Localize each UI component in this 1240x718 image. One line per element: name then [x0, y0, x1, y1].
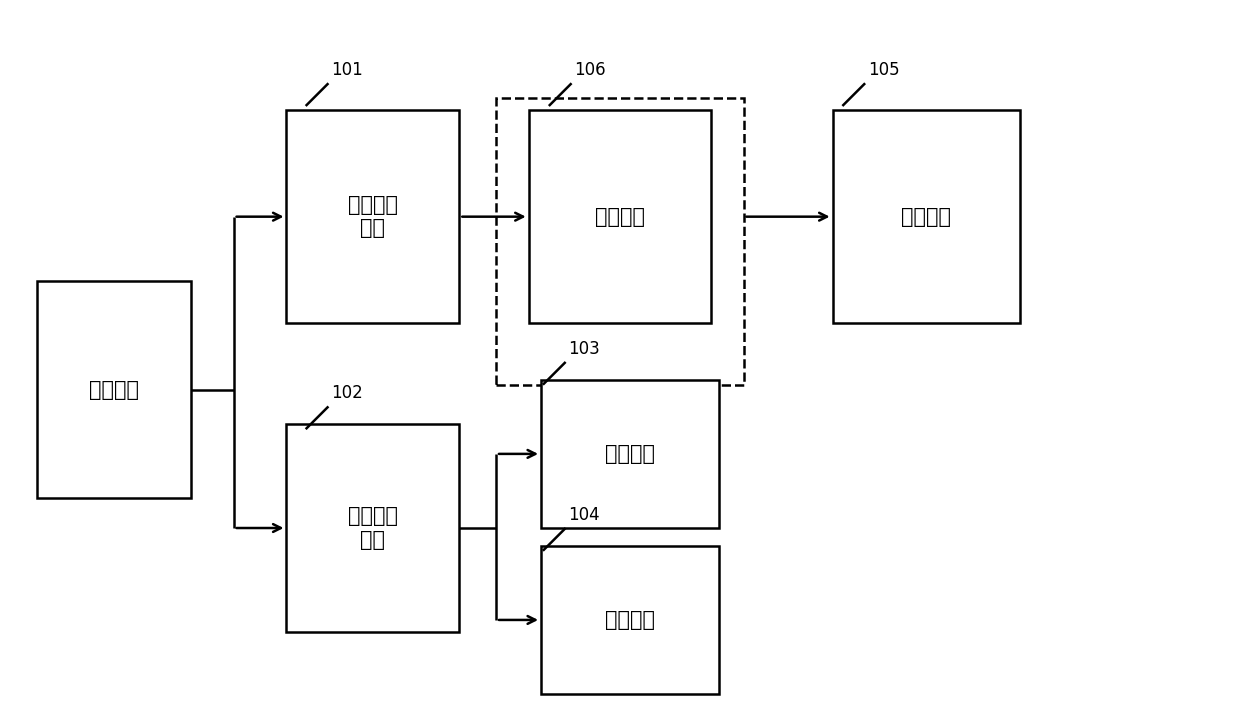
Bar: [541, 380, 719, 528]
Text: 第一变流
模块: 第一变流 模块: [348, 195, 398, 238]
Text: 102: 102: [331, 385, 363, 403]
Text: 103: 103: [569, 340, 600, 358]
Text: 101: 101: [331, 61, 363, 79]
Bar: [496, 98, 744, 385]
Text: 104: 104: [569, 506, 600, 524]
Text: 电源模块: 电源模块: [605, 444, 655, 464]
Bar: [286, 111, 459, 323]
Bar: [832, 111, 1021, 323]
Text: 105: 105: [868, 61, 900, 79]
Bar: [528, 111, 712, 323]
Text: 放电模块: 放电模块: [901, 207, 951, 227]
Text: 106: 106: [574, 61, 606, 79]
Text: 稳压模块: 稳压模块: [595, 207, 645, 227]
Bar: [286, 424, 459, 632]
Bar: [541, 546, 719, 694]
Text: 第二变流
模块: 第二变流 模块: [348, 506, 398, 549]
Text: 储能器件: 储能器件: [89, 380, 139, 400]
Bar: [37, 281, 191, 498]
Text: 风机模块: 风机模块: [605, 610, 655, 630]
